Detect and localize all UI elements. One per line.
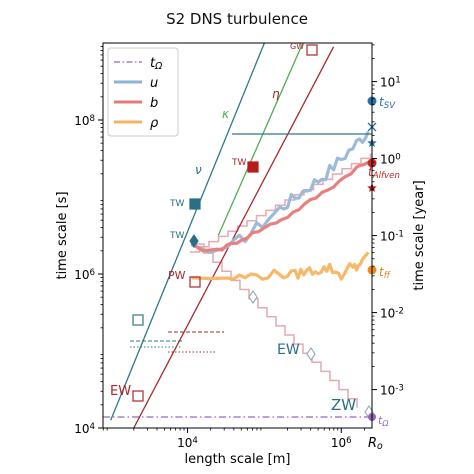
annotation-8: PW [168, 269, 186, 282]
series-rho [191, 251, 370, 281]
marker-nu-ew [132, 314, 144, 326]
annotation-3: tΩ [378, 414, 388, 428]
staircase-lower [195, 243, 358, 408]
y-right-tick-label: 10-2 [380, 307, 404, 321]
y-tick-label: 108 [74, 114, 95, 128]
diffusion-line-0 [110, 43, 266, 421]
legend: tΩ ubρ [107, 47, 179, 137]
annotation-13: η [272, 87, 280, 101]
annotation-2: tff [379, 265, 392, 281]
legend-label-1: u [150, 76, 158, 91]
annotation-1: tAlfven [368, 165, 400, 181]
plot-area [103, 43, 372, 428]
marker-eta-tw [247, 161, 259, 173]
y-tick-label: 104 [74, 422, 95, 436]
chart-title: S2 DNS turbulence [166, 10, 308, 28]
marker-eta-pw [189, 276, 201, 288]
annotation-12: κ [222, 107, 230, 121]
y-right-axis-label: time scale [year] [412, 180, 427, 290]
marker-eta-gw [306, 44, 318, 56]
y-right-tick-label: 101 [380, 76, 401, 90]
diffusion-line-2 [217, 43, 304, 236]
x-axis-label: length scale [m] [184, 452, 290, 467]
legend-label-2: b [150, 96, 158, 111]
annotation-14: ν [195, 163, 202, 177]
y-right-tick-label: 10-1 [380, 230, 404, 244]
annotation-11: ZW [331, 396, 356, 414]
marker-tw-diamond [189, 234, 199, 248]
legend-label-3: ρ [150, 116, 159, 131]
annotation-7: GW [290, 42, 304, 51]
y-right-tick-label: 10-3 [380, 384, 404, 398]
diffusion-line-1 [133, 46, 335, 428]
x-tick-label: 106 [331, 436, 352, 450]
legend-box [107, 47, 179, 137]
x-tick-label: 104 [177, 436, 198, 450]
y-tick-label: 106 [74, 268, 95, 282]
legend-label-0: tΩ [150, 56, 163, 72]
y-axis-label: time scale [s] [55, 191, 70, 279]
marker-diamond-1 [248, 290, 258, 304]
marker-nu-tw [189, 198, 201, 210]
right-axis-ro-label: Ro [368, 436, 383, 452]
annotation-4: TW [169, 199, 184, 209]
annotation-9: EW [110, 384, 131, 399]
series-b [190, 160, 369, 253]
annotation-0: tSV [379, 95, 396, 111]
staircase-upper [190, 153, 372, 253]
annotation-6: TW [231, 158, 246, 168]
annotation-5: TW [169, 231, 184, 241]
y-right-tick-label: 100 [380, 153, 401, 167]
marker-eta-ew [132, 390, 144, 402]
marker-diamond-2 [306, 347, 316, 361]
annotation-10: EW [277, 342, 300, 358]
